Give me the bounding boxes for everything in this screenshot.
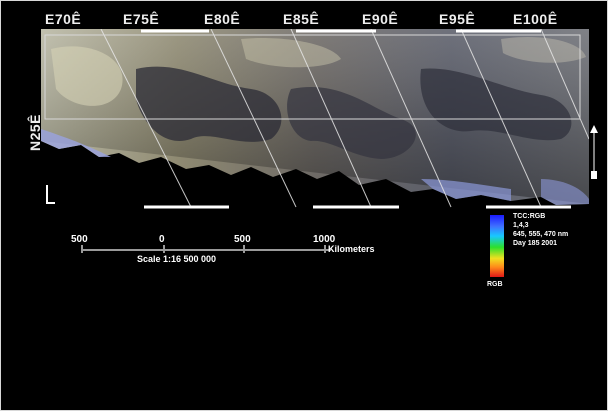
satellite-imagery — [41, 29, 589, 209]
longitude-label-e85: E85Ê — [283, 11, 320, 27]
longitude-label-e80: E80Ê — [204, 11, 241, 27]
corner-mark-icon — [46, 185, 55, 204]
scale-tick — [324, 245, 326, 253]
scale-tick-label: 0 — [159, 234, 165, 245]
coastal-water — [421, 179, 511, 201]
legend-strip-label: RGB — [487, 281, 503, 288]
coastal-water — [541, 179, 589, 205]
scale-tick — [81, 245, 83, 253]
scale-tick — [163, 245, 165, 253]
desert-patch — [241, 37, 341, 68]
north-arrow-icon — [590, 125, 598, 179]
scale-tick-label: 1000 — [313, 234, 336, 245]
mountain-region — [287, 86, 416, 159]
legend-line: TCC:RGB — [513, 213, 546, 220]
legend-line: Day 185 2001 — [513, 240, 557, 247]
scale-bar — [81, 249, 331, 251]
desert-patch — [51, 46, 123, 106]
longitude-label-e90: E90Ê — [362, 11, 399, 27]
mountain-region — [136, 66, 282, 142]
legend-line: 1,4,3 — [513, 222, 529, 229]
graticule-box — [44, 34, 581, 120]
coastal-water — [41, 129, 111, 157]
scale-unit-label: Kilometers — [328, 244, 375, 254]
scale-tick — [243, 245, 245, 253]
longitude-label-e70: E70Ê — [45, 11, 82, 27]
legend-text: TCC:RGB 1,4,3 645, 555, 470 nm Day 185 2… — [513, 212, 568, 248]
scale-tick-label: 500 — [234, 234, 251, 245]
desert-patch — [501, 37, 586, 63]
longitude-label-e95: E95Ê — [439, 11, 476, 27]
longitude-label-e100: E100Ê — [513, 11, 558, 27]
longitude-label-e75: E75Ê — [123, 11, 160, 27]
color-legend-strip — [490, 215, 504, 277]
legend-line: 645, 555, 470 nm — [513, 231, 569, 238]
mountain-region — [420, 68, 572, 141]
scale-ratio-label: Scale 1:16 500 000 — [137, 254, 217, 264]
scale-tick-label: 500 — [71, 234, 88, 245]
